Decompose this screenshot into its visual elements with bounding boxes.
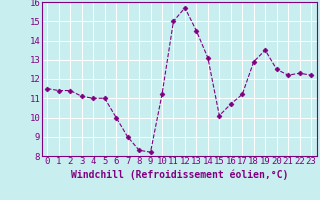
X-axis label: Windchill (Refroidissement éolien,°C): Windchill (Refroidissement éolien,°C) bbox=[70, 169, 288, 180]
